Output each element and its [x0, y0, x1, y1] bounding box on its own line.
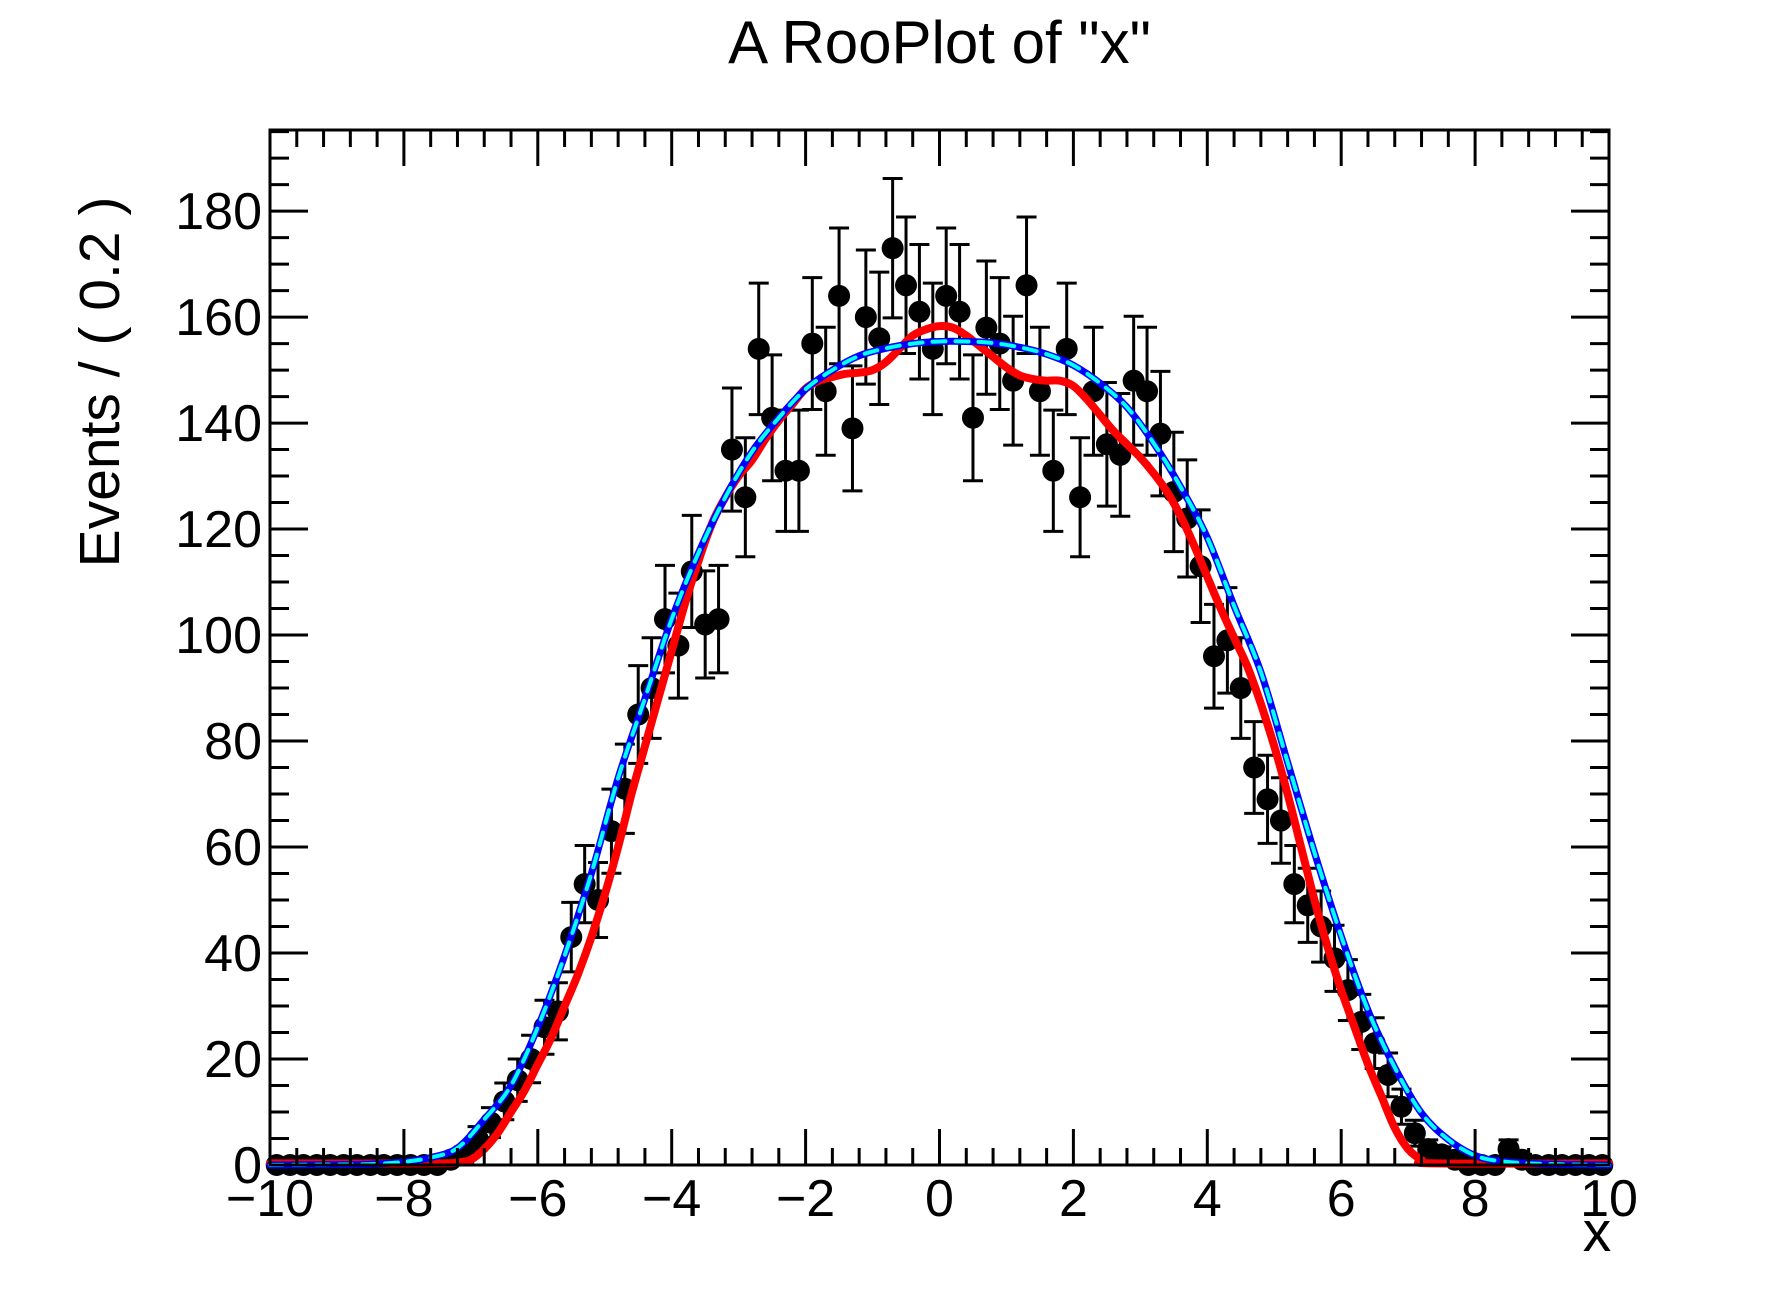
y-tick-label: 40 [204, 925, 262, 983]
pdf-cyan-dashed-curve [268, 339, 1611, 1167]
data-point [828, 284, 851, 307]
x-tick-label: 0 [925, 1170, 954, 1228]
data-point [1229, 677, 1252, 700]
x-tick-label: −6 [508, 1170, 567, 1228]
x-tick-label: 6 [1327, 1170, 1356, 1228]
pdf-blue-curve [266, 337, 1613, 1169]
data-point [787, 459, 810, 482]
x-tick-label: 2 [1059, 1170, 1088, 1228]
x-tick-label: 8 [1461, 1170, 1490, 1228]
y-tick-label: 0 [233, 1137, 262, 1195]
data-point [1109, 443, 1132, 466]
y-tick-label: 160 [175, 289, 262, 347]
data-point [707, 608, 730, 631]
data-points [265, 237, 1614, 1176]
data-point [854, 306, 877, 329]
data-point [948, 300, 971, 323]
x-tick-label: −10 [226, 1170, 314, 1228]
x-tick-label: 10 [1580, 1170, 1638, 1228]
tick-labels: −10 −8 −6 −4 −2 0 2 4 6 8 100204060801001201401601… [175, 183, 1638, 1228]
data-point [868, 327, 891, 350]
y-tick-label: 80 [204, 713, 262, 771]
data-point [1283, 873, 1306, 896]
chart-title: A RooPlot of "x" [728, 9, 1151, 76]
data-point [1256, 788, 1279, 811]
data-point [881, 237, 904, 260]
data-point [747, 337, 770, 360]
data-point [975, 316, 998, 339]
data-point [814, 380, 837, 403]
data-point [720, 438, 743, 461]
y-tick-label: 20 [204, 1031, 262, 1089]
data-point [1269, 809, 1292, 832]
data-point [935, 284, 958, 307]
x-tick-label: −2 [776, 1170, 835, 1228]
data-point [1202, 645, 1225, 668]
y-tick-label: 140 [175, 395, 262, 453]
data-point [734, 486, 757, 509]
plot-frame [268, 128, 1611, 1167]
data-point [1015, 274, 1038, 297]
data-point [1028, 380, 1051, 403]
y-tick-label: 180 [175, 183, 262, 241]
data-point [1069, 486, 1092, 509]
data-point [1390, 1095, 1413, 1118]
x-tick-label: 4 [1193, 1170, 1222, 1228]
data-point [1136, 380, 1159, 403]
x-tick-label: −4 [642, 1170, 701, 1228]
data-point [1042, 459, 1065, 482]
x-tick-label: −8 [374, 1170, 433, 1228]
y-tick-label: 100 [175, 607, 262, 665]
data-point [1243, 756, 1266, 779]
y-tick-label: 60 [204, 819, 262, 877]
x-axis-title: x [1582, 1200, 1612, 1264]
kernel-red-curve [266, 321, 1613, 1168]
data-point [895, 274, 918, 297]
data-point [961, 406, 984, 429]
y-tick-label: 120 [175, 501, 262, 559]
data-point [841, 417, 864, 440]
axes [268, 128, 1611, 1167]
data-point [908, 300, 931, 323]
data-point [1403, 1122, 1426, 1145]
data-point [801, 332, 824, 355]
data-point [1055, 337, 1078, 360]
